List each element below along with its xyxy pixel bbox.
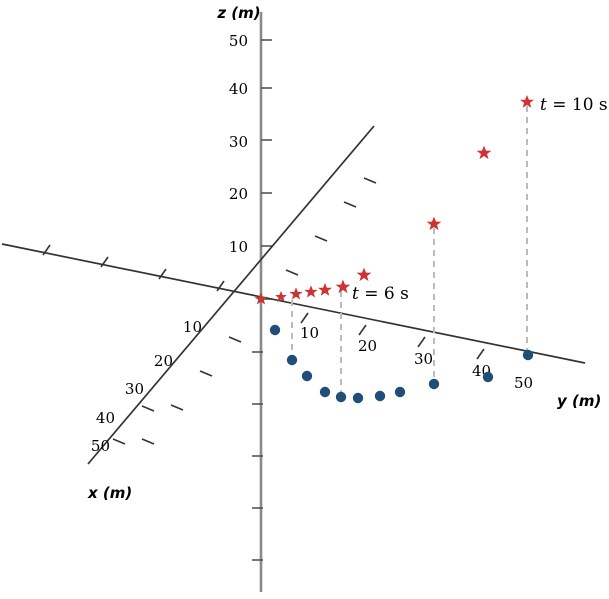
z-tick-40: 40 bbox=[229, 80, 248, 98]
x-axis-line bbox=[87, 125, 375, 465]
star-series bbox=[254, 95, 534, 305]
y-axis-line bbox=[1, 243, 586, 364]
z-axis-tick-labels: 50 40 30 20 10 bbox=[229, 32, 248, 256]
star-marker bbox=[289, 287, 303, 300]
t10-symbol: t bbox=[540, 95, 547, 115]
z-tick-20: 20 bbox=[229, 185, 248, 203]
star-marker bbox=[304, 285, 318, 298]
dot-marker bbox=[335, 391, 347, 403]
dot-marker bbox=[374, 390, 386, 402]
dot-marker bbox=[269, 324, 281, 336]
y-tick-10: 10 bbox=[300, 324, 319, 342]
z-tick-10: 10 bbox=[229, 238, 248, 256]
y-axis-tick-labels: 10 20 30 40 50 bbox=[300, 324, 533, 392]
svg-text:t = 6 s: t = 6 s bbox=[352, 284, 409, 304]
dot-marker bbox=[482, 371, 494, 383]
x-tick-40: 40 bbox=[96, 409, 115, 427]
annotation-t10: t = 10 s bbox=[540, 95, 608, 115]
dot-marker bbox=[286, 354, 298, 366]
y-axis-label: y (m) bbox=[557, 392, 601, 410]
x-tick-20: 20 bbox=[154, 352, 173, 370]
axes-group bbox=[1, 12, 586, 592]
dot-marker bbox=[428, 378, 440, 390]
svg-text:t = 10 s: t = 10 s bbox=[540, 95, 608, 115]
dot-marker bbox=[352, 392, 364, 404]
star-marker bbox=[318, 283, 332, 296]
star-marker bbox=[476, 145, 492, 160]
y-axis-ticks bbox=[42, 244, 485, 360]
y-tick-30: 30 bbox=[414, 350, 433, 368]
star-marker bbox=[254, 292, 268, 305]
x-tick-10: 10 bbox=[183, 318, 202, 336]
dot-series bbox=[269, 324, 534, 404]
x-axis-ticks bbox=[112, 177, 377, 445]
star-marker bbox=[356, 267, 372, 282]
dot-marker bbox=[319, 386, 331, 398]
x-tick-50: 50 bbox=[91, 437, 110, 455]
t10-value: = 10 s bbox=[547, 95, 608, 115]
t6-value: = 6 s bbox=[359, 284, 409, 304]
star-marker bbox=[426, 216, 442, 231]
dot-marker bbox=[522, 349, 534, 361]
z-tick-30: 30 bbox=[229, 133, 248, 151]
dot-marker bbox=[394, 386, 406, 398]
y-tick-20: 20 bbox=[358, 337, 377, 355]
x-axis-tick-labels: 10 20 30 40 50 bbox=[91, 318, 202, 455]
dashed-connectors bbox=[291, 106, 528, 399]
x-axis-label: x (m) bbox=[87, 484, 132, 502]
star-marker bbox=[520, 95, 534, 108]
x-tick-30: 30 bbox=[125, 380, 144, 398]
dot-marker bbox=[301, 370, 313, 382]
star-marker bbox=[275, 291, 287, 302]
t6-symbol: t bbox=[352, 284, 359, 304]
z-tick-50: 50 bbox=[229, 32, 248, 50]
z-axis-label: z (m) bbox=[216, 4, 260, 22]
y-tick-50: 50 bbox=[514, 374, 533, 392]
annotation-t6: t = 6 s bbox=[352, 284, 409, 304]
star-marker bbox=[335, 279, 351, 294]
